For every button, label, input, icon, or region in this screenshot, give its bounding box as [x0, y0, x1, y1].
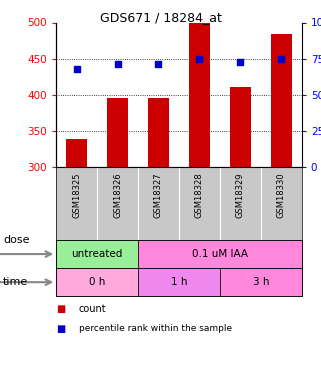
Point	[115, 61, 120, 67]
Point	[238, 59, 243, 65]
Bar	[107, 98, 128, 167]
Text: GSM18327: GSM18327	[154, 173, 163, 218]
Text: 3 h: 3 h	[253, 277, 269, 287]
Text: GSM18325: GSM18325	[72, 173, 81, 218]
Text: GSM18328: GSM18328	[195, 173, 204, 218]
Text: 0 h: 0 h	[89, 277, 105, 287]
Text: GSM18330: GSM18330	[277, 173, 286, 218]
Bar	[56, 268, 138, 296]
Text: 0.1 uM IAA: 0.1 uM IAA	[192, 249, 248, 259]
Text: GDS671 / 18284_at: GDS671 / 18284_at	[100, 11, 221, 24]
Text: percentile rank within the sample: percentile rank within the sample	[79, 324, 232, 333]
Bar	[148, 98, 169, 167]
Bar	[271, 34, 291, 167]
Bar	[138, 240, 302, 268]
Bar	[56, 240, 138, 268]
Text: time: time	[3, 277, 29, 287]
Text: untreated: untreated	[71, 249, 123, 259]
Text: dose: dose	[3, 235, 30, 245]
Bar	[138, 268, 220, 296]
Point	[279, 56, 284, 62]
Point	[197, 56, 202, 62]
Text: ■: ■	[56, 304, 65, 314]
Bar	[230, 87, 251, 167]
Point	[74, 66, 79, 72]
Bar	[189, 22, 210, 167]
Text: GSM18329: GSM18329	[236, 173, 245, 218]
Text: GSM18326: GSM18326	[113, 173, 122, 218]
Text: ■: ■	[56, 324, 65, 334]
Bar	[66, 140, 87, 167]
Text: 1 h: 1 h	[171, 277, 187, 287]
Bar	[220, 268, 302, 296]
Point	[156, 61, 161, 67]
Text: count: count	[79, 304, 106, 314]
